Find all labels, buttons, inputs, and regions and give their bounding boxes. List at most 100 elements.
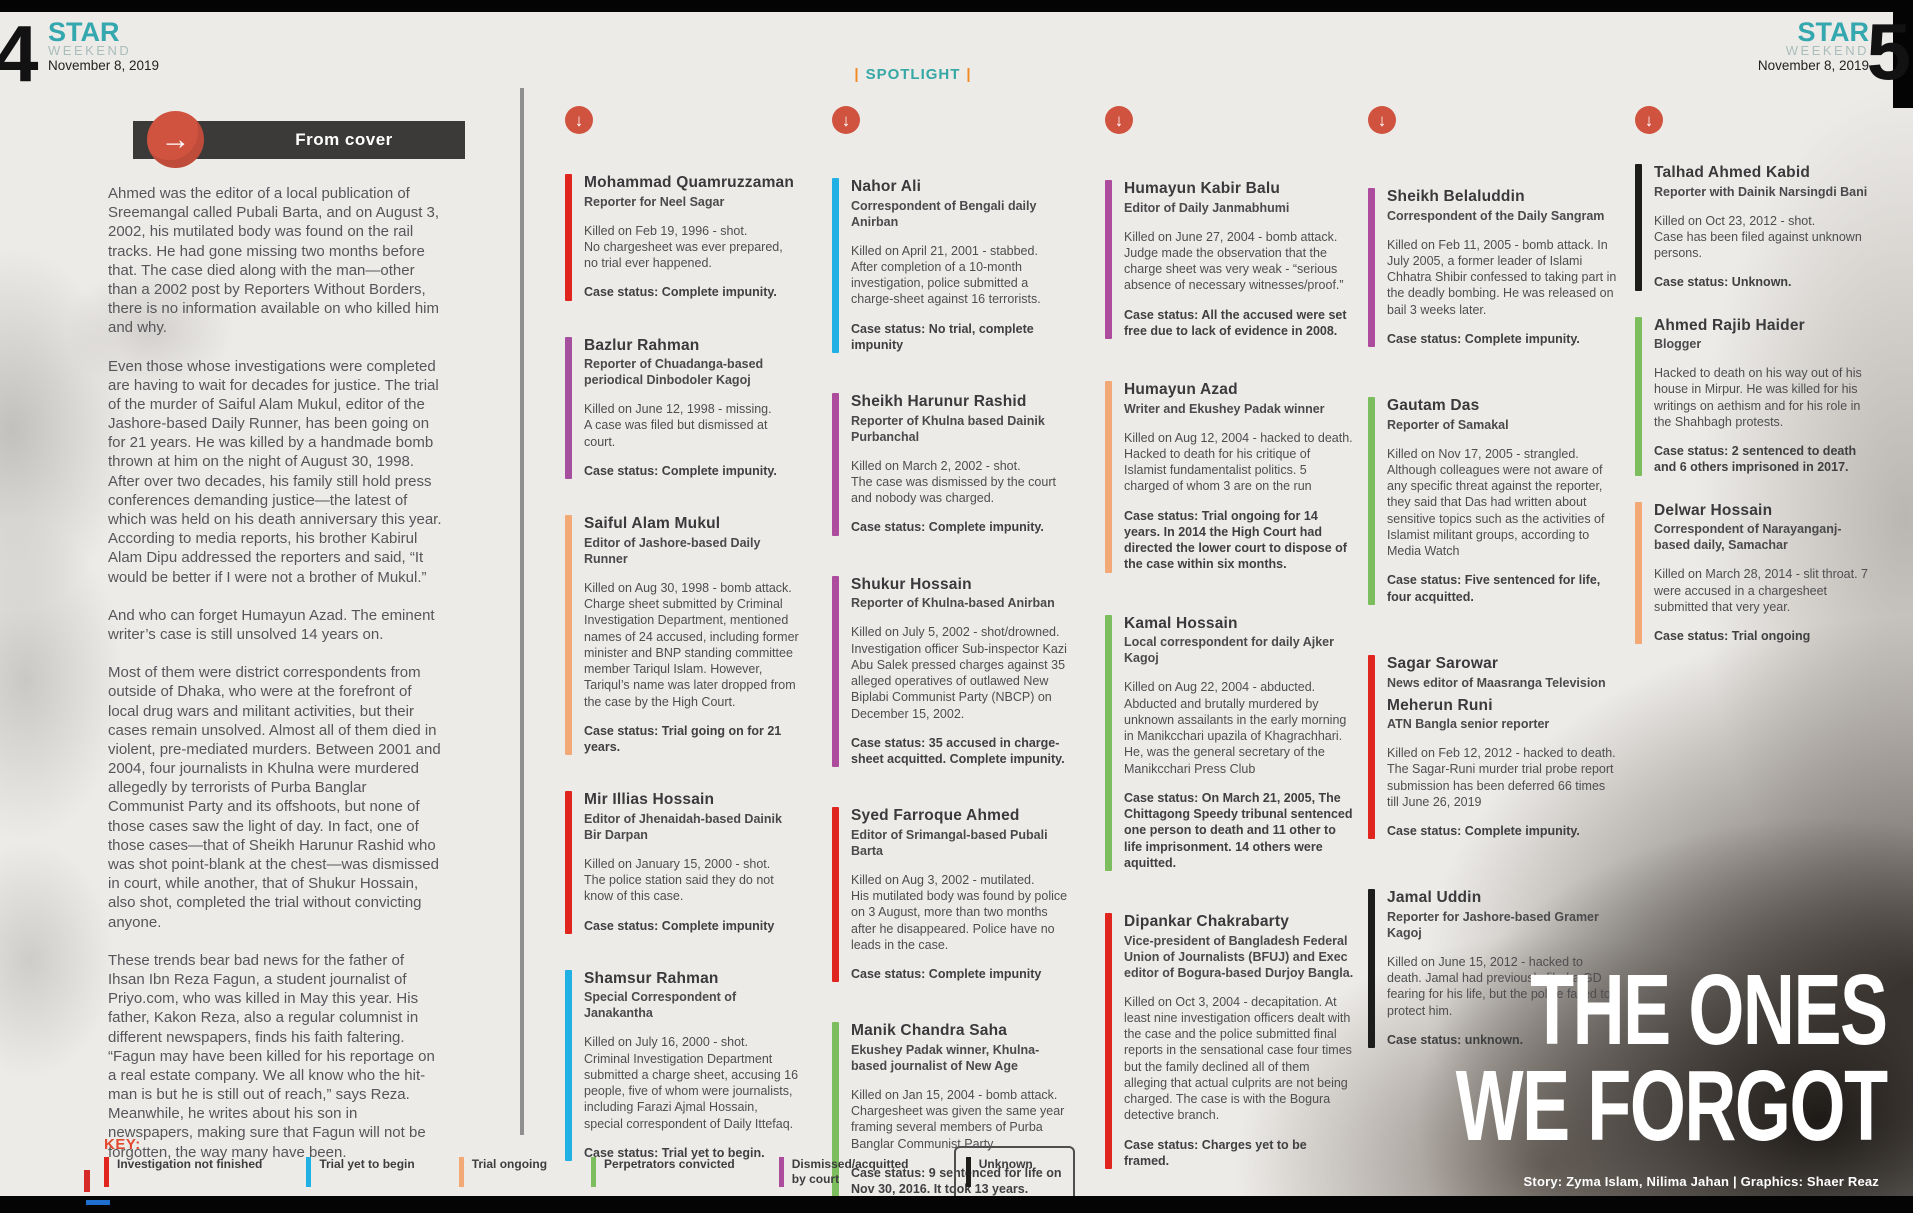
vertical-divider: [520, 88, 524, 1135]
section-pipe-left: |: [854, 66, 860, 83]
journalist-role: Reporter of Khulna based Dainik Purbanch…: [851, 413, 1045, 444]
journalist-name: Gautam Das: [1387, 397, 1480, 415]
case-detail: Killed on Feb 19, 1996 - shot. No charge…: [584, 223, 783, 271]
profile-entry-text: Mohammad Quamruzzaman Reporter for Neel …: [584, 174, 799, 301]
profile-entry: Shukur Hossain Reporter of Khulna-based …: [832, 575, 1074, 768]
journalist-role: Special Correspondent of Janakantha: [584, 990, 737, 1021]
article-paragraph: And who can forget Humayun Azad. The emi…: [108, 606, 435, 643]
case-detail: Killed on June 12, 1998 - missing. A cas…: [584, 402, 772, 449]
top-black-strip: [0, 0, 1913, 12]
key-item-label: Trial ongoing: [471, 1157, 548, 1171]
credits-line: Story: Zyma Islam, Nilima Jahan | Graphi…: [1523, 1174, 1879, 1189]
profile-entry-text: Syed Farroque Ahmed Editor of Srimangal-…: [851, 807, 1074, 982]
article-paragraph: Most of them were district correspondent…: [108, 664, 441, 931]
case-status: Case status: On March 21, 2005, The Chit…: [1124, 790, 1353, 870]
journalist-name: Syed Farroque Ahmed: [851, 807, 1020, 825]
key-item: Perpetrators convicted: [591, 1157, 735, 1187]
key-color-swatch: [965, 1157, 971, 1187]
case-status-bar: [1105, 381, 1112, 573]
case-status: Case status: Complete impunity.: [1387, 331, 1580, 346]
profile-column-3: ↓ Humayun Kabir Balu Editor of Daily Jan…: [1105, 106, 1355, 1170]
journalist-role: Editor of Jashore-based Daily Runner: [584, 535, 761, 566]
profile-entry-text: Kamal Hossain Local correspondent for da…: [1124, 615, 1355, 871]
case-status-bar: [832, 393, 839, 536]
profile-column-5: ↓ Talhad Ahmed Kabid Reporter with Daini…: [1635, 106, 1877, 645]
case-detail: Killed on April 21, 2001 - stabbed. Afte…: [851, 243, 1041, 307]
journalist-name: Dipankar Chakrabarty: [1124, 913, 1290, 931]
profile-entry-text: Sheikh Harunur Rashid Reporter of Khulna…: [851, 393, 1074, 536]
key-color-swatch: [778, 1157, 784, 1187]
journalist-role: Reporter for Neel Sagar: [584, 194, 725, 209]
journalist-name: Jamal Uddin: [1387, 889, 1482, 907]
case-status-bar: [1368, 654, 1375, 840]
profile-entry: Dipankar Chakrabarty Vice-president of B…: [1105, 913, 1355, 1170]
journalist-role: Reporter of Samakal: [1387, 417, 1509, 432]
journalist-name: Mohammad Quamruzzaman: [584, 174, 795, 191]
case-status-bar: [1635, 501, 1642, 645]
profile-entry: Bazlur Rahman Reporter of Chuadanga-base…: [565, 336, 799, 480]
journalist-role: Blogger: [1654, 337, 1702, 352]
down-arrow-icon: ↓: [1368, 106, 1396, 134]
article-text: Ahmed was the editor of a local publicat…: [108, 184, 442, 1181]
case-status-bar: [1368, 397, 1375, 605]
profile-entry-text: Sagar Sarowar News editor of Maasranga T…: [1387, 655, 1618, 839]
profile-entry-text: Humayun Kabir Balu Editor of Daily Janma…: [1124, 180, 1355, 339]
issue-date: November 8, 2019: [1757, 57, 1869, 73]
case-detail: Killed on Oct 23, 2012 - shot. Case has …: [1654, 213, 1862, 261]
journalist-name: Manik Chandra Saha: [851, 1022, 1008, 1040]
case-detail: Killed on March 2, 2002 - shot. The case…: [851, 458, 1056, 506]
arrow-right-icon: →: [147, 111, 204, 168]
journalist-role: Correspondent of Bengali daily Anirban: [851, 198, 1037, 229]
profile-entry-text: Humayun Azad Writer and Ekushey Padak wi…: [1124, 381, 1355, 573]
case-detail: Killed on Nov 17, 2005 - strangled. Alth…: [1387, 446, 1605, 559]
key-item-label: Unknown: [978, 1157, 1033, 1171]
profile-entry: Humayun Kabir Balu Editor of Daily Janma…: [1105, 180, 1355, 340]
case-status-bar: [1368, 188, 1375, 348]
case-status: Case status: Trial ongoing: [1654, 629, 1811, 644]
case-status: Case status: All the accused were set fr…: [1124, 307, 1347, 338]
article-paragraph: Ahmed was the editor of a local publicat…: [108, 185, 440, 337]
profile-entry: Sheikh Harunur Rashid Reporter of Khulna…: [832, 393, 1074, 536]
profile-entry-text: Shamsur Rahman Special Correspondent of …: [584, 970, 799, 1161]
profile-entry: Sagar Sarowar News editor of Maasranga T…: [1368, 654, 1618, 840]
case-status: Case status: Complete impunity.: [1387, 824, 1580, 839]
key-item-label: Trial yet to begin: [319, 1157, 415, 1171]
profile-entry: Delwar Hossain Correspondent of Narayang…: [1635, 501, 1877, 645]
article-paragraph: Even those whose investigations were com…: [108, 357, 442, 586]
case-status: Case status: Charges yet to be framed.: [1124, 1137, 1307, 1168]
case-status-bar: [565, 791, 572, 934]
case-status: Case status: Unknown.: [1654, 275, 1792, 290]
section-label-text: SPOTLIGHT: [865, 66, 961, 83]
case-status-bar: [1368, 889, 1375, 1049]
journalist-name: Shukur Hossain: [851, 575, 972, 593]
journalist-name: Sheikh Harunur Rashid: [851, 393, 1027, 411]
case-status-bar: [565, 336, 572, 480]
article-paragraph: These trends bear bad news for the fathe…: [108, 951, 435, 1161]
case-status: Case status: Complete impunity: [851, 967, 1042, 982]
profile-entry: Syed Farroque Ahmed Editor of Srimangal-…: [832, 807, 1074, 983]
key-color-swatch: [306, 1157, 312, 1187]
case-status-bar: [1105, 180, 1112, 340]
case-status: Case status: 35 accused in charge-sheet …: [851, 735, 1065, 767]
key-item-label: Dismissed/acquitted by court: [791, 1157, 909, 1186]
case-status-bar: [1635, 164, 1642, 291]
journalist-name: Mir Illias Hossain: [584, 791, 715, 809]
case-detail: Killed on Oct 3, 2004 - decapitation. At…: [1124, 994, 1352, 1123]
case-status-bar: [1105, 614, 1112, 872]
case-status: Case status: Five sentenced for life, fo…: [1387, 573, 1601, 604]
key-color-swatch: [104, 1157, 109, 1187]
case-status: Case status: Complete impunity.: [584, 285, 777, 300]
journalist-name: Saiful Alam Mukul: [584, 515, 721, 533]
journalist-role: Editor of Srimangal-based Pubali Barta: [851, 827, 1048, 858]
down-arrow-icon: ↓: [832, 106, 860, 134]
key-color-swatch: [591, 1157, 597, 1187]
case-status-bar: [565, 515, 572, 756]
case-detail: Killed on Aug 30, 1998 - bomb attack. Ch…: [584, 580, 799, 709]
page-number-right: 5: [1866, 7, 1912, 96]
case-detail: Killed on March 28, 2014 - slit throat. …: [1654, 567, 1869, 614]
from-cover-banner: → From cover: [133, 111, 465, 168]
journalist-name: Ahmed Rajib Haider: [1654, 316, 1805, 334]
profile-entry: Mohammad Quamruzzaman Reporter for Neel …: [565, 174, 799, 301]
case-status-bar: [832, 575, 839, 768]
